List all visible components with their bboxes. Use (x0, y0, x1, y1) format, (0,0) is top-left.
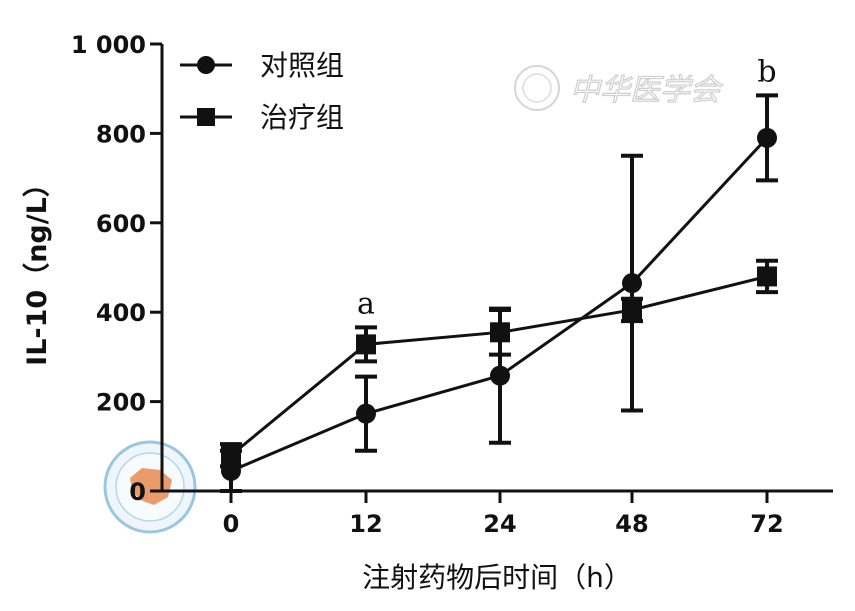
y-tick-label: 800 (96, 120, 146, 148)
legend-marker (197, 108, 215, 126)
data-point (757, 266, 777, 287)
data-point (622, 273, 642, 294)
series-2 (220, 258, 778, 469)
annotation-label: b (757, 54, 776, 89)
legend-label: 治疗组 (260, 101, 344, 134)
x-tick-label: 12 (349, 510, 382, 538)
data-point (490, 365, 510, 386)
data-point (757, 127, 777, 148)
watermark-logo: 中华医学会 (514, 65, 724, 111)
legend-item: 治疗组 (180, 101, 344, 134)
x-ticks: 0 12 24 48 72 (223, 491, 784, 538)
data-point (622, 299, 642, 320)
y-tick-label: 1 000 (71, 31, 146, 59)
x-tick-label: 72 (750, 510, 783, 538)
x-tick-label: 48 (615, 510, 648, 538)
legend-marker (197, 56, 215, 74)
annotation-label: a (357, 286, 375, 321)
data-point (356, 403, 376, 424)
watermark-text: 中华医学会 (570, 73, 723, 108)
data-point (490, 322, 510, 343)
y-tick-label: 400 (96, 299, 146, 327)
annotations: ab (357, 54, 777, 321)
x-tick-label: 24 (483, 510, 516, 538)
legend-item: 对照组 (180, 49, 344, 82)
series-layer (220, 93, 778, 493)
y-tick-label: 600 (96, 210, 146, 238)
legend-label: 对照组 (260, 49, 344, 82)
data-point (356, 334, 376, 355)
x-tick-label: 0 (223, 510, 240, 538)
data-point (221, 445, 241, 466)
y-ticks: 0 200 400 600 800 1 000 (71, 31, 162, 506)
seal-logo (103, 440, 197, 534)
y-tick-label: 0 (129, 478, 146, 506)
x-axis-title: 注射药物后时间（h） (362, 561, 632, 594)
y-axis-title: IL-10（ng/L） (22, 170, 53, 366)
y-tick-label: 200 (96, 389, 146, 417)
